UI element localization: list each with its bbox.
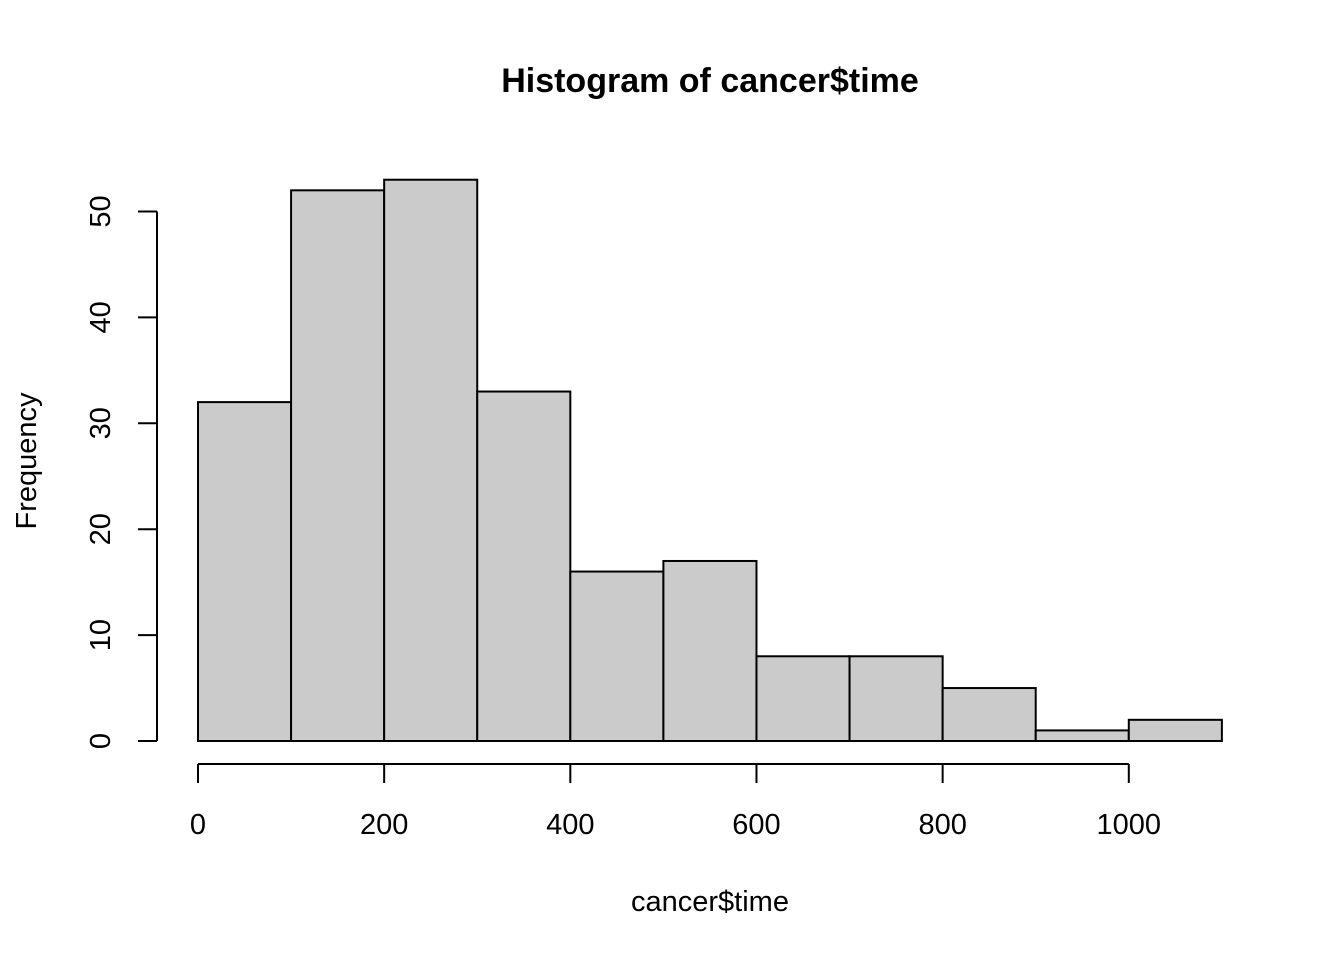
histogram-bar (848, 655, 944, 743)
x-axis-label: cancer$time (631, 886, 789, 918)
histogram-bar (755, 655, 851, 743)
y-tick-label: 40 (85, 301, 117, 333)
x-tick-label: 800 (918, 809, 966, 841)
y-tick-label: 30 (85, 407, 117, 439)
x-tick-label: 200 (360, 809, 408, 841)
histogram-bar (941, 687, 1037, 742)
x-tick-label: 600 (732, 809, 780, 841)
y-tick-label: 10 (85, 619, 117, 651)
y-tick-label: 50 (85, 195, 117, 227)
histogram-bar (662, 559, 758, 742)
histogram-bar (290, 189, 386, 742)
histogram-bar (383, 178, 479, 743)
chart-title: Histogram of cancer$time (501, 62, 919, 100)
histogram-bar (197, 401, 293, 742)
bars-group (197, 178, 1223, 743)
histogram-bar (569, 570, 665, 742)
histogram-bar (1034, 729, 1130, 742)
y-tick-label: 20 (85, 513, 117, 545)
y-axis: 0 10 20 30 40 50 (85, 195, 158, 749)
x-tick-label: 0 (190, 809, 206, 841)
x-tick-label: 400 (546, 809, 594, 841)
histogram-bar (476, 390, 572, 742)
y-tick-label: 0 (85, 733, 117, 749)
x-tick-label: 1000 (1097, 809, 1162, 841)
histogram-bar (1127, 718, 1223, 743)
y-axis-label: Frequency (11, 392, 43, 530)
x-axis: 0 200 400 600 800 1000 (190, 763, 1162, 841)
